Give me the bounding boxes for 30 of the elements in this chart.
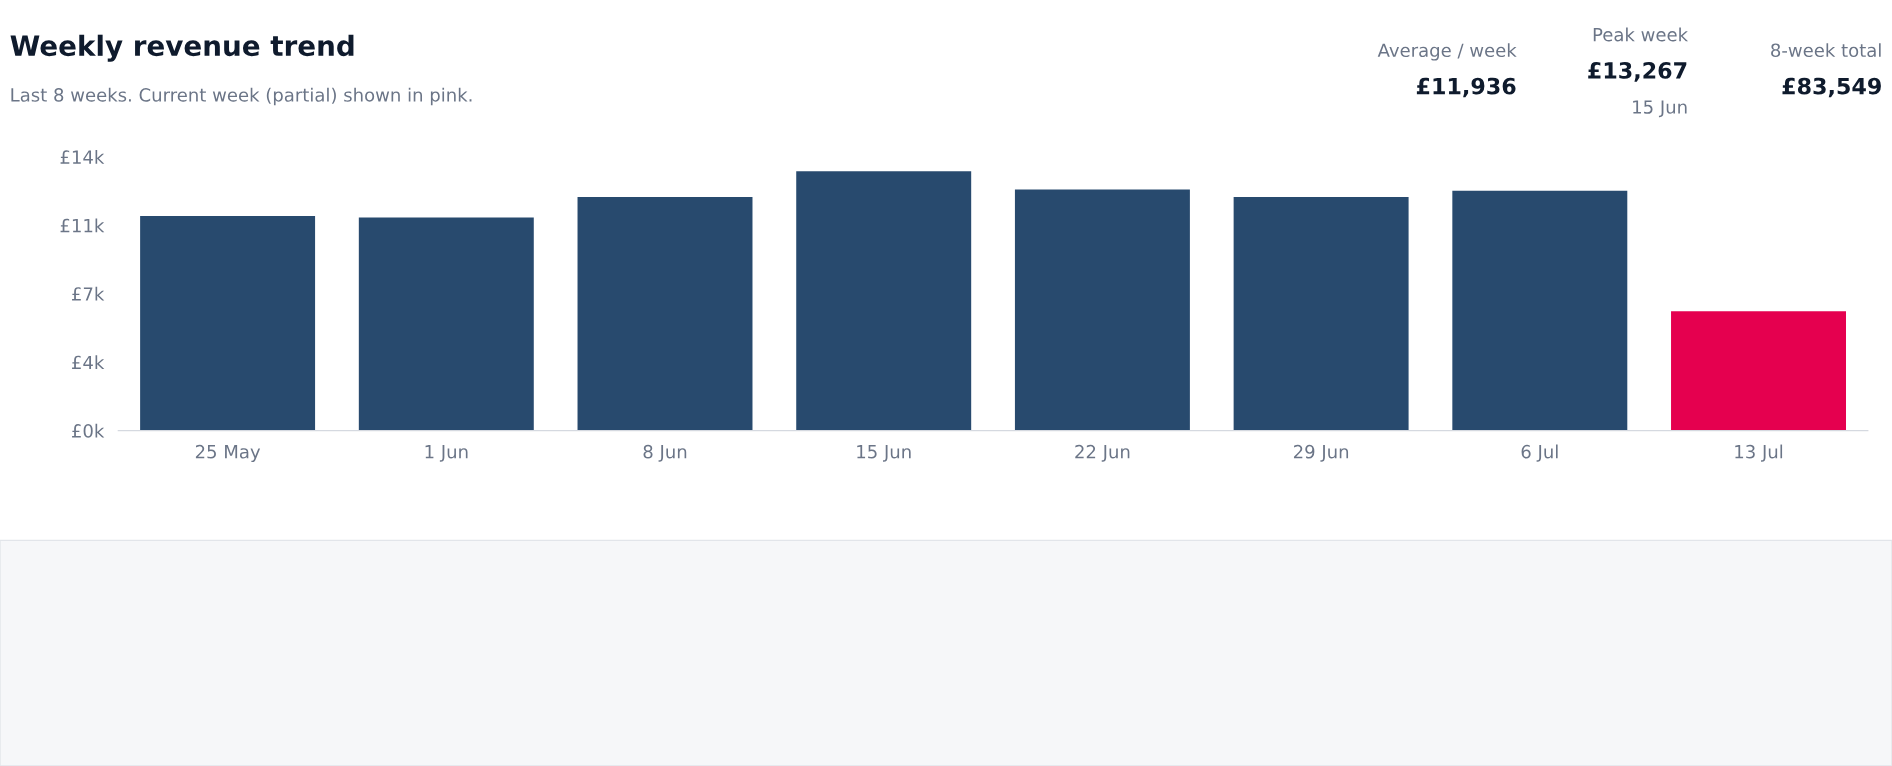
text: £83,549 [1782,77,1881,98]
text: £11,936 [1416,77,1516,98]
x-tick-label: 13 Jul [1735,444,1783,462]
bar [358,217,534,431]
x-tick-label: 8 Jun [643,444,687,462]
y-tick-label: £0k [72,423,105,438]
x-tick-label: 22 Jun [1075,444,1130,462]
y-tick-label: £11k [60,218,105,233]
bar [1671,311,1846,431]
text: £13,267 [1588,62,1687,82]
x-tick-label: 1 Jun [425,445,468,462]
y-tick-label: £14k [60,149,105,164]
x-tick-label: 6 Jul [1521,444,1558,462]
x-tick-label: 29 Jun [1293,444,1349,462]
y-tick-label: £4k [72,355,105,370]
x-tick-label: 15 Jun [857,445,911,462]
text: Peak week [1593,27,1689,42]
x-tick-label: 25 May [195,444,261,463]
bar [140,215,316,431]
bar [577,196,753,431]
bar [1014,189,1190,431]
text: 8-week total [1771,43,1881,58]
chart-subtitle: Last 8 weeks. Current week (partial) shown in pink. [11,87,472,106]
y-tick-label: £7k [72,286,105,301]
bar [1233,196,1409,431]
text: Average / week [1377,43,1517,61]
bar [796,171,972,431]
chart-title: Weekly revenue trend [10,34,354,62]
bar [1452,190,1628,431]
text: 15 Jun [1633,100,1687,118]
